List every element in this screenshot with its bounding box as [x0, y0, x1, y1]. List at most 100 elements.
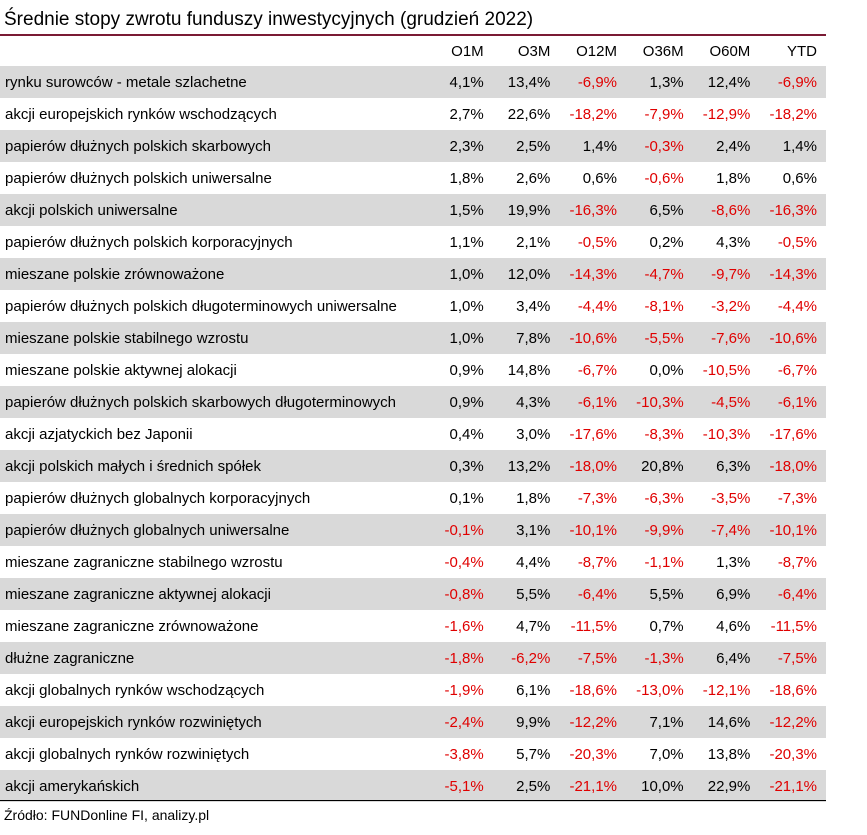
return-value-cell: 1,3%: [716, 553, 751, 571]
return-value-cell: 2,3%: [426, 130, 493, 162]
returns-table: O1M O3M O12M O36M O60M YTD rynku surowcó…: [0, 36, 826, 802]
return-value-cell: 1,0%: [449, 297, 484, 315]
fund-category-cell: papierów dłużnych polskich skarbowych dł…: [0, 386, 427, 418]
return-value-cell: 1,4%: [759, 130, 826, 162]
return-value-cell: -14,3%: [559, 258, 626, 290]
return-value-cell: 6,5%: [626, 194, 693, 226]
return-value-cell: -1,8%: [426, 642, 493, 674]
return-value-cell: -18,0%: [559, 450, 626, 482]
return-value-cell: -18,6%: [769, 681, 817, 699]
table-row: akcji azjatyckich bez Japonii 0,4% 3,0% -17…: [0, 418, 826, 450]
return-value-cell: -4,5%: [692, 386, 760, 418]
return-value-cell: 4,3%: [716, 233, 751, 251]
fund-category-cell: akcji polskich uniwersalne: [0, 194, 427, 226]
column-header-o60m: O60M: [709, 42, 751, 60]
fund-category-cell: akcji globalnych rynków wschodzących: [5, 681, 265, 699]
return-value-cell: 3,1%: [492, 514, 560, 546]
return-value-cell: -1,3%: [626, 642, 693, 674]
fund-category-cell: papierów dłużnych polskich uniwersalne: [5, 169, 272, 187]
table-row: akcji polskich małych i średnich spółek 0…: [0, 450, 826, 482]
fund-category-cell: mieszane zagraniczne aktywnej alokacji: [0, 578, 427, 610]
fund-category-cell: papierów dłużnych polskich korporacyjnyc…: [5, 233, 293, 251]
fund-category-cell: mieszane polskie aktywnej alokacji: [5, 361, 237, 379]
return-value-cell: 0,6%: [782, 169, 817, 187]
return-value-cell: -17,6%: [569, 425, 617, 443]
return-value-cell: 5,5%: [626, 578, 693, 610]
return-value-cell: -10,5%: [702, 361, 751, 379]
return-value-cell: 3,0%: [516, 425, 551, 443]
table-row: mieszane polskie stabilnego wzrostu 1,0% 7…: [0, 322, 826, 354]
return-value-cell: 6,4%: [692, 642, 760, 674]
fund-category-cell: akcji europejskich rynków wschodzących: [5, 105, 277, 123]
return-value-cell: -20,3%: [569, 745, 617, 763]
return-value-cell: -0,3%: [626, 130, 693, 162]
return-value-cell: 7,1%: [626, 706, 693, 738]
return-value-cell: -0,5%: [777, 233, 817, 251]
fund-category-cell: mieszane polskie stabilnego wzrostu: [0, 322, 427, 354]
source-note: Źródło: FUNDonline FI, analizy.pl: [4, 807, 210, 823]
return-value-cell: 4,3%: [492, 386, 560, 418]
fund-category-cell: mieszane zagraniczne zrównoważone: [5, 617, 259, 635]
table-row: mieszane polskie aktywnej alokacji 0,9% 14…: [0, 354, 826, 386]
return-value-cell: 1,8%: [449, 169, 484, 187]
column-header-ytd: YTD: [787, 42, 817, 60]
fund-category-cell: papierów dłużnych polskich skarbowych: [0, 130, 427, 162]
return-value-cell: 1,8%: [516, 489, 551, 507]
column-header-category: [0, 36, 426, 66]
return-value-cell: -6,7%: [777, 361, 817, 379]
table-row: akcji europejskich rynków rozwiniętych -2…: [0, 706, 826, 738]
fund-category-cell: papierów dłużnych globalnych korporacyjn…: [5, 489, 311, 507]
fund-category-cell: akcji polskich małych i średnich spółek: [0, 450, 427, 482]
table-row: papierów dłużnych polskich skarbowych 2,3…: [0, 130, 826, 162]
return-value-cell: 2,4%: [692, 130, 760, 162]
return-value-cell: -5,5%: [626, 322, 693, 354]
header-row: O1M O3M O12M O36M O60M YTD: [0, 36, 826, 66]
return-value-cell: 2,5%: [492, 770, 560, 802]
return-value-cell: 5,5%: [492, 578, 560, 610]
return-value-cell: -17,6%: [769, 425, 817, 443]
return-value-cell: -18,0%: [759, 450, 826, 482]
return-value-cell: 19,9%: [492, 194, 560, 226]
return-value-cell: -7,5%: [559, 642, 626, 674]
return-value-cell: 0,4%: [449, 425, 484, 443]
return-value-cell: -3,2%: [711, 297, 751, 315]
return-value-cell: -0,6%: [644, 169, 684, 187]
return-value-cell: 2,6%: [516, 169, 551, 187]
fund-category-cell: mieszane zagraniczne stabilnego wzrostu: [5, 553, 283, 571]
return-value-cell: -16,3%: [759, 194, 826, 226]
table-body: rynku surowców - metale szlachetne 4,1% 13…: [0, 66, 826, 802]
return-value-cell: 22,9%: [692, 770, 760, 802]
return-value-cell: 2,5%: [492, 130, 560, 162]
return-value-cell: 5,7%: [516, 745, 551, 763]
return-value-cell: 4,1%: [426, 66, 493, 98]
table-row: dłużne zagraniczne -1,8% -6,2% -7,5% -1,3% 6,…: [0, 642, 826, 674]
return-value-cell: 2,1%: [516, 233, 551, 251]
table-row: akcji amerykańskich -5,1% 2,5% -21,1% 10,0% 2…: [0, 770, 826, 802]
return-value-cell: 1,3%: [626, 66, 693, 98]
return-value-cell: 13,8%: [707, 745, 751, 763]
column-header-o1m: O1M: [451, 42, 484, 60]
column-header-o12m: O12M: [576, 42, 617, 60]
return-value-cell: 2,7%: [449, 105, 484, 123]
return-value-cell: -4,4%: [777, 297, 817, 315]
return-value-cell: 0,9%: [449, 361, 484, 379]
return-value-cell: -21,1%: [559, 770, 626, 802]
return-value-cell: -1,1%: [644, 553, 684, 571]
return-value-cell: -8,7%: [577, 553, 617, 571]
report-title: Średnie stopy zwrotu funduszy inwestycyj…: [4, 9, 534, 30]
return-value-cell: 1,1%: [449, 233, 484, 251]
return-value-cell: -6,2%: [492, 642, 560, 674]
return-value-cell: 1,4%: [559, 130, 626, 162]
return-value-cell: -12,2%: [759, 706, 826, 738]
return-value-cell: 7,0%: [649, 745, 684, 763]
return-value-cell: -18,2%: [769, 105, 817, 123]
fund-category-cell: papierów dłużnych globalnych uniwersalne: [0, 514, 427, 546]
fund-category-cell: mieszane polskie zrównoważone: [0, 258, 427, 290]
fund-category-cell: papierów dłużnych polskich długoterminow…: [5, 297, 397, 315]
return-value-cell: 4,4%: [516, 553, 551, 571]
fund-category-cell: akcji amerykańskich: [0, 770, 427, 802]
return-value-cell: 0,1%: [449, 489, 484, 507]
return-value-cell: -6,7%: [577, 361, 617, 379]
return-value-cell: -10,3%: [626, 386, 693, 418]
